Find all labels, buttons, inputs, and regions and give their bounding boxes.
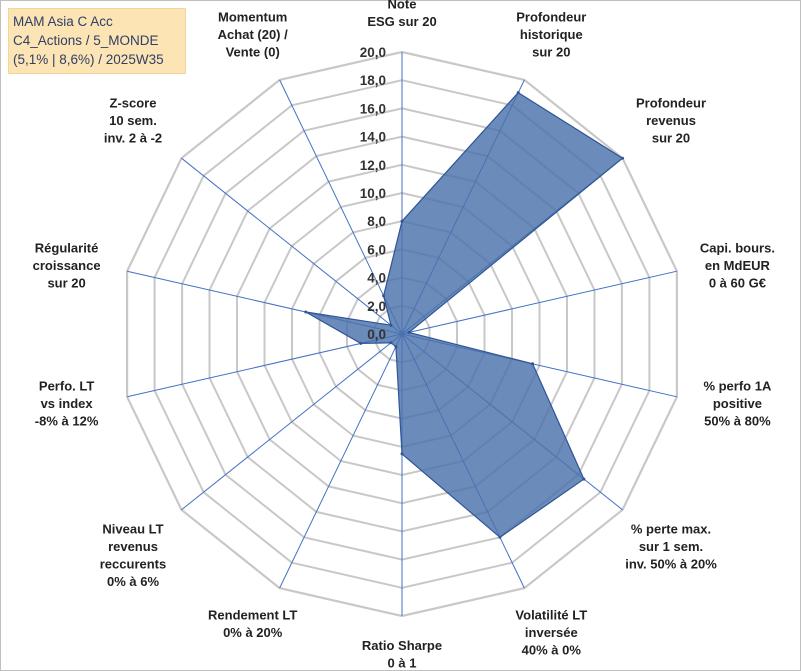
tick-label: 8,0 bbox=[367, 214, 386, 229]
axis-label: Rendement LT 0% à 20% bbox=[208, 607, 297, 640]
axis-label: Volatilité LT inversée 40% à 0% bbox=[515, 607, 587, 657]
tick-label: 10,0 bbox=[360, 186, 386, 201]
axis-spoke bbox=[279, 333, 403, 589]
tick-label: 6,0 bbox=[367, 242, 386, 257]
data-point bbox=[498, 535, 502, 539]
chart-title-line-3: (5,1% | 8,6%) / 2025W35 bbox=[13, 52, 164, 67]
tick-label: 2,0 bbox=[367, 299, 386, 314]
tick-label: 4,0 bbox=[367, 271, 386, 286]
data-point bbox=[582, 477, 586, 481]
radial-tick-labels: 0,0 2,0 4,0 6,0 8,0 10,0 12,0 14,0 16,0 18,0 20,0 bbox=[360, 45, 386, 342]
data-point bbox=[400, 219, 404, 223]
tick-label: 12,0 bbox=[360, 158, 386, 173]
data-point bbox=[394, 345, 398, 349]
tick-label: 20,0 bbox=[360, 45, 386, 60]
chart-title-box: MAM Asia C Acc C4_Actions / 5_MONDE (5,1… bbox=[8, 8, 186, 74]
axis-label: Z-score 10 sem. inv. 2 à -2 bbox=[104, 96, 162, 146]
axis-spoke bbox=[401, 270, 678, 335]
axis-label: % perfo 1A positive 50% à 80% bbox=[703, 379, 772, 429]
axis-label: Momentum Achat (20) / Vente (0) bbox=[218, 10, 288, 60]
tick-label: 14,0 bbox=[360, 130, 386, 145]
tick-label: 18,0 bbox=[360, 73, 386, 88]
data-point bbox=[389, 323, 393, 327]
axis-spoke bbox=[126, 333, 403, 398]
axis-label: Profondeur revenus sur 20 bbox=[636, 96, 706, 146]
data-point bbox=[516, 91, 520, 95]
data-point bbox=[382, 294, 386, 298]
axis-label: Perfo. LT vs index -8% à 12% bbox=[35, 379, 99, 429]
data-point bbox=[621, 156, 624, 160]
series-area bbox=[305, 91, 624, 539]
axis-label: Note ESG sur 20 bbox=[367, 0, 436, 29]
axis-label: Capi. bours. en MdEUR 0 à 60 G€ bbox=[700, 241, 775, 291]
axis-label: % perte max. sur 1 sem. inv. 50% à 20% bbox=[625, 521, 717, 571]
data-point bbox=[304, 310, 308, 314]
chart-title-line-2: C4_Actions / 5_MONDE bbox=[13, 33, 159, 48]
data-point bbox=[407, 330, 411, 334]
data-point bbox=[389, 341, 393, 345]
data-point bbox=[400, 452, 404, 456]
axis-spoke bbox=[181, 157, 403, 335]
data-series bbox=[304, 91, 624, 539]
data-point bbox=[359, 341, 363, 345]
axis-spoke bbox=[181, 333, 403, 511]
axis-label: Ratio Sharpe 0 à 1 bbox=[362, 638, 442, 671]
axis-label: Régularité croissance sur 20 bbox=[33, 241, 101, 291]
axis-labels: Note ESG sur 20 Profondeur historique sur 20… bbox=[33, 0, 775, 671]
axis-spoke bbox=[279, 79, 403, 335]
tick-label: 0,0 bbox=[367, 327, 386, 342]
axis-label: Profondeur historique sur 20 bbox=[516, 10, 586, 60]
data-point bbox=[531, 362, 535, 366]
axis-label: Niveau LT revenus reccurents 0% à 6% bbox=[100, 521, 166, 589]
tick-label: 16,0 bbox=[360, 101, 386, 116]
chart-title-line-1: MAM Asia C Acc bbox=[13, 14, 113, 29]
